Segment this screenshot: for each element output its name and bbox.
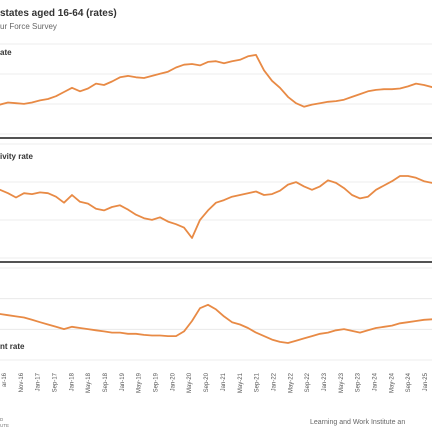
x-tick-label: Sep-23 [356, 372, 362, 392]
source-credit: Learning and Work Institute an [310, 419, 405, 426]
chart-title: states aged 16-64 (rates) [0, 8, 117, 19]
x-tick-label: Jan-17 [36, 372, 42, 391]
x-tick-label: Sep-18 [103, 372, 109, 392]
x-tick-label: Jan-18 [69, 372, 75, 391]
x-tick-label: Sep-22 [305, 372, 311, 392]
x-tick-label: Jan-19 [120, 372, 126, 391]
logo-text-line1: D [0, 417, 4, 422]
chart-panels: ate ivity rate nt rate [0, 43, 432, 361]
x-axis: ar-16 Nov-16 Jan-17 Sep-17 Jan-18 May-18 Sep-1… [2, 372, 429, 393]
x-tick-label: Sep-19 [154, 372, 160, 392]
x-tick-label: May-22 [288, 372, 294, 393]
x-tick-label: Jan-23 [322, 372, 328, 391]
x-tick-label: May-23 [339, 372, 345, 393]
panel-label: ate [0, 48, 12, 57]
panel-3: nt rate [0, 261, 432, 361]
x-tick-label: Sep-24 [406, 372, 412, 392]
x-tick-label: May-20 [187, 372, 193, 393]
x-tick-label: Sep-20 [204, 372, 210, 392]
x-tick-label: Jan-22 [271, 372, 277, 391]
x-tick-label: ar-16 [2, 372, 8, 387]
x-tick-label: May-19 [137, 372, 143, 393]
x-tick-label: Jan-25 [423, 372, 429, 391]
logo-text-line2: UTE [0, 423, 9, 428]
panel-label: nt rate [0, 342, 25, 351]
chart-subtitle: ur Force Survey [0, 22, 57, 31]
x-tick-label: May-24 [389, 372, 395, 393]
panel-label: ivity rate [0, 152, 33, 161]
series-line [0, 54, 432, 108]
panel-2: ivity rate [0, 137, 432, 259]
series-line [0, 175, 432, 239]
x-tick-label: Jan-21 [221, 372, 227, 391]
x-tick-label: May-21 [238, 372, 244, 393]
series-line [0, 303, 432, 344]
panel-1: ate [0, 43, 432, 135]
x-tick-label: Sep-21 [255, 372, 261, 392]
x-tick-label: Sep-17 [53, 372, 59, 392]
x-tick-label: Jan-20 [170, 372, 176, 391]
x-tick-label: Nov-16 [19, 372, 25, 392]
x-tick-label: Jan-24 [373, 372, 379, 391]
x-tick-label: May-18 [86, 372, 92, 393]
